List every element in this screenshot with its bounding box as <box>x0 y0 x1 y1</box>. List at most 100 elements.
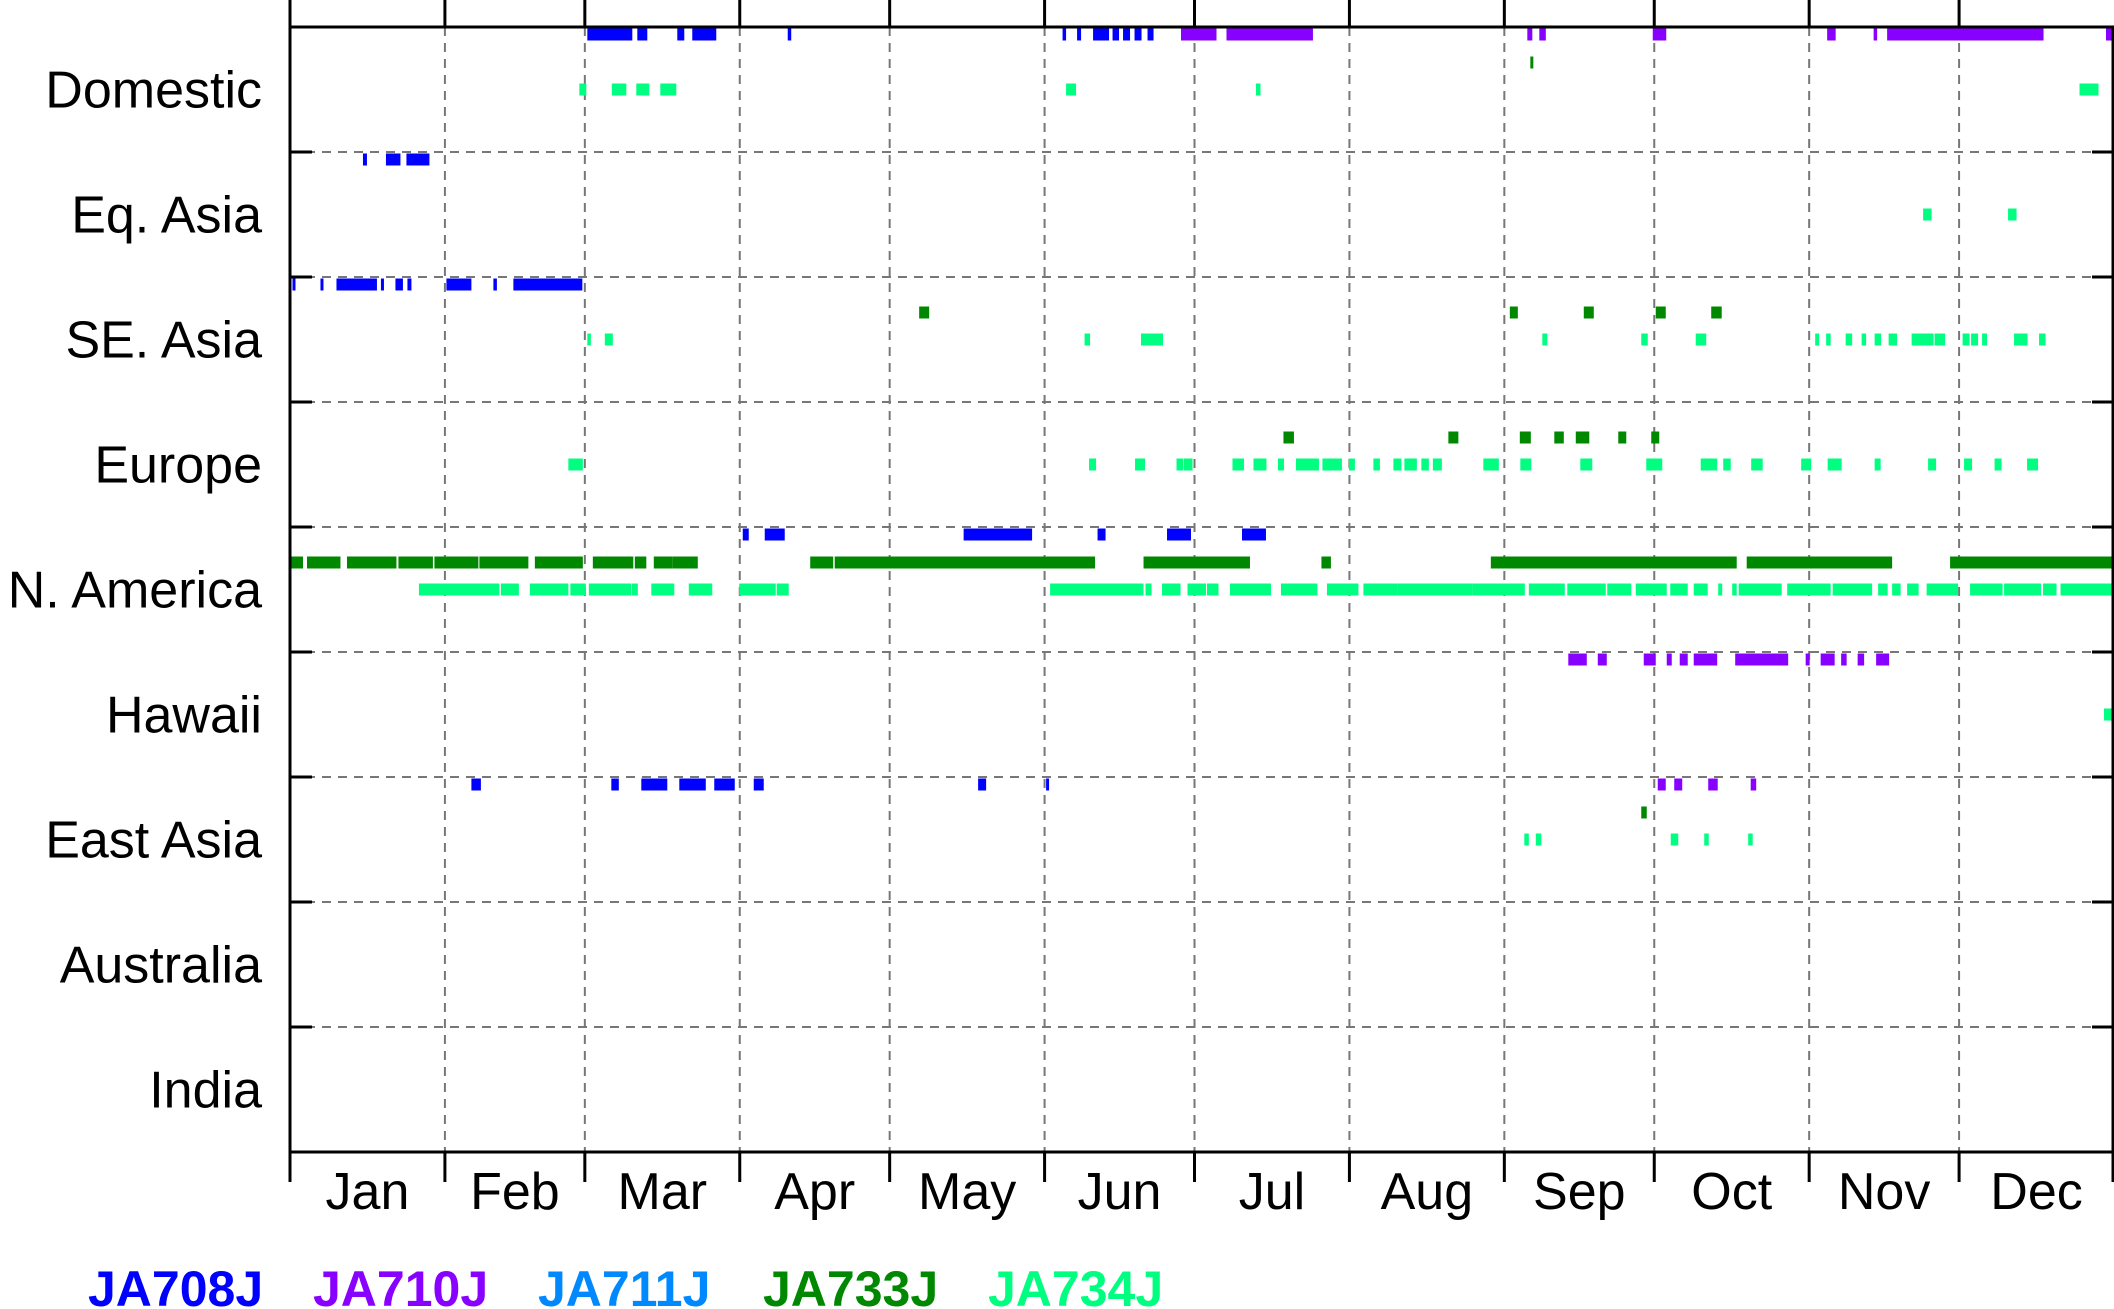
timeline-segment <box>739 583 776 596</box>
x-month-label: Mar <box>618 1163 708 1221</box>
timeline-segment <box>753 778 764 791</box>
timeline-segment <box>1652 28 1667 41</box>
timeline-segment <box>692 28 717 41</box>
timeline-segment <box>1283 431 1294 444</box>
timeline-segment <box>1651 431 1660 444</box>
timeline-segment <box>636 83 650 96</box>
timeline-segment <box>513 278 583 291</box>
timeline-segment <box>1857 653 1865 666</box>
timeline-segment <box>1892 583 1901 596</box>
timeline-segment <box>1232 458 1244 471</box>
timeline-segment <box>631 583 638 596</box>
timeline-segment <box>1141 333 1159 346</box>
timeline-segment <box>1187 458 1193 471</box>
timeline-segment <box>1348 458 1355 471</box>
timeline-segment <box>1693 583 1708 596</box>
timeline-segment <box>2085 583 2114 596</box>
timeline-segment <box>570 583 586 596</box>
timeline-segment <box>1805 653 1810 666</box>
timeline-segment <box>529 583 542 596</box>
timeline-segment <box>1971 333 1979 346</box>
y-category-label: SE. Asia <box>65 312 262 370</box>
timeline-segment <box>1820 653 1835 666</box>
timeline-segment <box>385 153 401 166</box>
plot-frame <box>288 0 2114 1182</box>
timeline-segment <box>1509 306 1518 319</box>
timeline-segment <box>1583 306 1594 319</box>
timeline-segment <box>1746 556 1893 569</box>
timeline-segment <box>2039 333 2046 346</box>
timeline-segment <box>1695 333 1707 346</box>
timeline-segment <box>742 528 749 541</box>
timeline-segment <box>380 278 384 291</box>
timeline-segment <box>471 778 481 791</box>
x-month-label: Aug <box>1381 1163 1474 1221</box>
timeline-segment <box>2013 583 2042 596</box>
timeline-segment <box>1934 333 1946 346</box>
timeline-segment <box>1646 458 1663 471</box>
timeline-segment <box>336 278 377 291</box>
y-category-label: N. America <box>8 562 262 620</box>
timeline-segment <box>1280 583 1318 596</box>
timeline-segment <box>534 556 554 569</box>
timeline-segment <box>2027 458 2039 471</box>
timeline-segment <box>1832 583 1856 596</box>
timeline-segment <box>611 83 627 96</box>
timeline-segment <box>395 278 403 291</box>
timeline-segment <box>1641 806 1647 819</box>
timeline-segment <box>1854 583 1873 596</box>
y-category-label: Europe <box>94 437 262 495</box>
timeline-segment <box>688 583 699 596</box>
timeline-segment <box>1911 333 1934 346</box>
timeline-segment <box>587 333 591 346</box>
timeline-segment <box>2004 583 2016 596</box>
legend-entry: JA711J <box>538 1261 710 1309</box>
timeline-segment <box>1373 458 1380 471</box>
timeline-segment <box>1964 458 1973 471</box>
timeline-segment <box>592 556 634 569</box>
timeline-segment <box>434 556 479 569</box>
timeline-segment <box>2043 583 2057 596</box>
timeline-segment <box>963 528 1033 541</box>
timeline-segment <box>1738 583 1782 596</box>
timeline-segment <box>1988 583 2003 596</box>
timeline-segment <box>1926 583 1948 596</box>
timeline-segment <box>810 556 834 569</box>
timeline-segment <box>1861 333 1867 346</box>
timeline-segment <box>1326 583 1359 596</box>
timeline-segment <box>1393 458 1402 471</box>
timeline-segment <box>1575 431 1590 444</box>
timeline-segment <box>1718 583 1723 596</box>
timeline-segment <box>978 778 987 791</box>
timeline-segment <box>1485 583 1525 596</box>
timeline-segment <box>1554 431 1564 444</box>
timeline-segment <box>1700 458 1718 471</box>
timeline-segment <box>2060 583 2086 596</box>
x-month-label: Feb <box>470 1163 560 1221</box>
timeline-segment <box>1841 653 1847 666</box>
timeline-segment <box>1432 458 1442 471</box>
timeline-segment <box>539 583 551 596</box>
timeline-segment <box>346 556 397 569</box>
timeline-segment <box>1277 458 1284 471</box>
timeline-segment <box>1184 458 1188 471</box>
x-month-label: Jan <box>326 1163 410 1221</box>
timeline-segment <box>1888 333 1898 346</box>
timeline-segment <box>579 83 587 96</box>
x-month-label: Sep <box>1533 1163 1626 1221</box>
x-month-label: Dec <box>1990 1163 2082 1221</box>
timeline-segment <box>1657 778 1666 791</box>
timeline-segment <box>1887 28 2044 41</box>
timeline-segment <box>653 556 673 569</box>
y-category-label: Domestic <box>45 62 262 120</box>
timeline-segment <box>1711 306 1722 319</box>
timeline-segment <box>1535 833 1542 846</box>
timeline-segment <box>407 278 412 291</box>
timeline-segment <box>1580 458 1593 471</box>
timeline-segment <box>1618 431 1627 444</box>
timeline-segment <box>668 583 675 596</box>
timeline-segment <box>1568 653 1587 666</box>
x-month-label: Jul <box>1239 1163 1305 1221</box>
timeline-segment <box>660 83 677 96</box>
timeline-segment <box>1181 28 1217 41</box>
